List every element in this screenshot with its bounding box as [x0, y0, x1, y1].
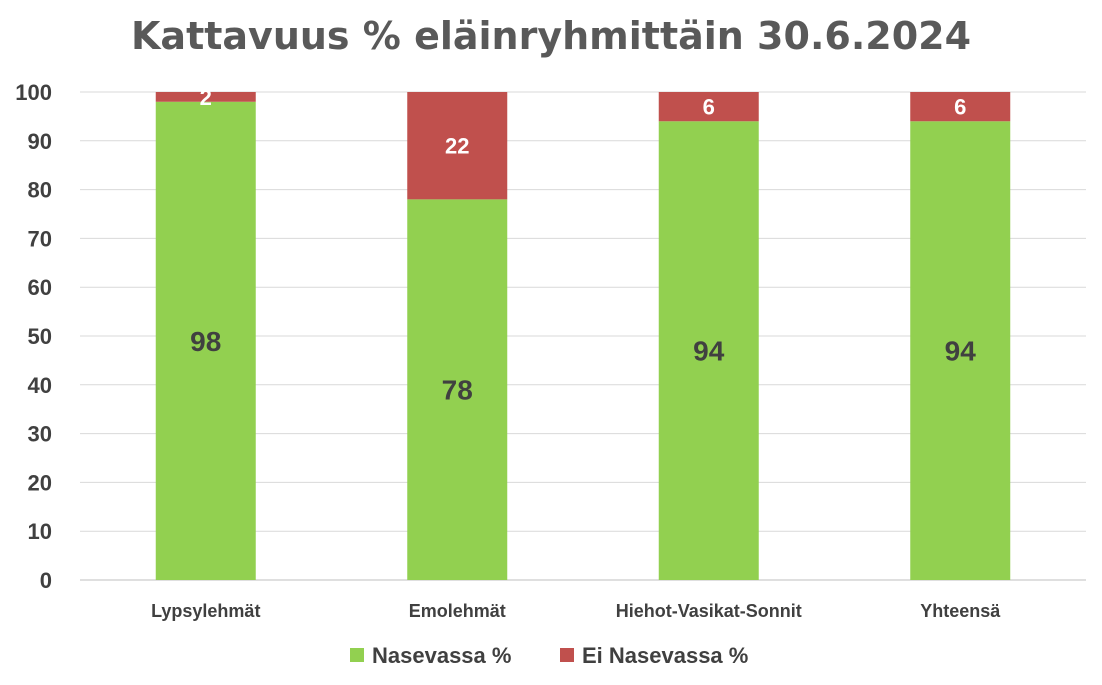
- x-category-label: Emolehmät: [409, 601, 506, 621]
- y-tick-label: 30: [28, 422, 52, 447]
- data-label: 78: [442, 375, 473, 406]
- legend-label-nasevassa: Nasevassa %: [372, 643, 511, 668]
- data-label: 6: [954, 95, 966, 120]
- x-category-label: Lypsylehmät: [151, 601, 260, 621]
- legend-swatch-ei-nasevassa: [560, 648, 574, 662]
- y-tick-label: 40: [28, 373, 52, 398]
- y-tick-label: 60: [28, 275, 52, 300]
- y-tick-label: 10: [28, 519, 52, 544]
- y-tick-label: 100: [15, 80, 52, 105]
- legend-label-ei-nasevassa: Ei Nasevassa %: [582, 643, 748, 668]
- data-label: 98: [190, 326, 221, 357]
- bar-ei-nasevassa: [658, 92, 759, 122]
- data-label: 22: [445, 134, 469, 159]
- bar-nasevassa: [155, 101, 256, 580]
- data-label: 94: [945, 336, 977, 367]
- data-label: 2: [200, 85, 212, 110]
- x-category-label: Hiehot-Vasikat-Sonnit: [616, 601, 802, 621]
- bar-nasevassa: [407, 199, 508, 581]
- y-tick-label: 80: [28, 178, 52, 203]
- bar-nasevassa: [910, 121, 1011, 580]
- x-category-label: Yhteensä: [920, 601, 1001, 621]
- bar-ei-nasevassa: [155, 92, 256, 102]
- y-tick-label: 70: [28, 226, 52, 251]
- data-label: 6: [703, 95, 715, 120]
- y-tick-label: 90: [28, 129, 52, 154]
- legend-swatch-nasevassa: [350, 648, 364, 662]
- bar-nasevassa: [658, 121, 759, 580]
- data-label: 94: [693, 336, 725, 367]
- y-tick-label: 50: [28, 324, 52, 349]
- bar-ei-nasevassa: [910, 92, 1011, 122]
- bar-ei-nasevassa: [407, 92, 508, 200]
- y-tick-label: 20: [28, 470, 52, 495]
- chart-title: Kattavuus % eläinryhmittäin 30.6.2024: [130, 14, 972, 58]
- y-tick-label: 0: [40, 568, 52, 593]
